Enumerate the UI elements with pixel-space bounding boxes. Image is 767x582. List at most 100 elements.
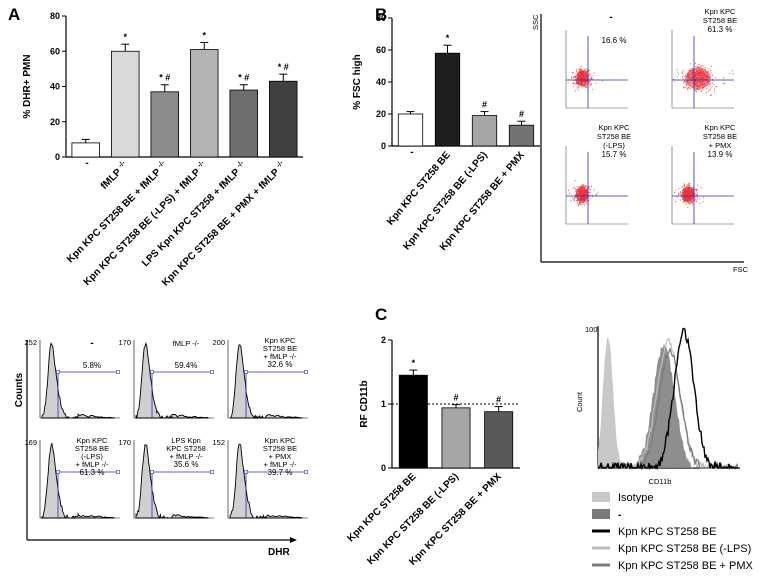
- y-tick-label: 0: [55, 152, 60, 162]
- y-axis-label: % DHR+ PMN: [22, 54, 33, 118]
- hist-percent: 32.6 %: [268, 360, 293, 369]
- legend-label: Kpn KPC ST258 BE: [618, 526, 716, 538]
- ssc-axis-label: SSC: [531, 14, 540, 30]
- y-tick-label: 2: [381, 335, 386, 345]
- hist-label: KPC ST258: [166, 444, 206, 453]
- hist-curve: [135, 443, 209, 520]
- bar: [434, 52, 461, 147]
- control-fill: [598, 343, 738, 468]
- panel-label-c: C: [375, 305, 387, 324]
- bar: [398, 374, 428, 469]
- hist-label: (-LPS): [81, 452, 103, 461]
- y-tick-label: 40: [50, 82, 60, 92]
- bar: [397, 113, 424, 147]
- legend-label: -: [618, 510, 621, 521]
- gate-marker: [244, 370, 248, 374]
- hist-ymax: 170: [118, 338, 131, 347]
- category-label: -: [85, 158, 88, 169]
- gate-marker: [304, 470, 308, 474]
- scatter-label: Kpn KPC: [705, 7, 736, 16]
- y-tick-label: 20: [50, 117, 60, 127]
- significance-label: *: [412, 358, 416, 368]
- hist-ymax: 252: [24, 338, 37, 347]
- gate-marker: [150, 370, 154, 374]
- hist-label: + fMLP -/-: [76, 460, 109, 469]
- significance-label: *: [123, 32, 127, 42]
- bar: [441, 407, 471, 469]
- cd11b-histogram: 100 Count CD11b: [575, 325, 740, 486]
- hist-label: + fMLP -/-: [170, 452, 203, 461]
- scatter-percent: 61.3 %: [708, 25, 733, 34]
- significance-label: #: [496, 395, 501, 405]
- category-label: Kpn KPC ST258 BE: [385, 150, 453, 228]
- category-label: Kpn KPC ST258 BE + PMX: [407, 471, 504, 568]
- scatter-label: ST258 BE: [597, 132, 631, 141]
- bar: [190, 49, 219, 158]
- gate-marker: [210, 370, 214, 374]
- category-label: fMLP -/-: [98, 159, 131, 192]
- scatter-density-core: [575, 186, 589, 203]
- counts-axis-label: Counts: [14, 372, 25, 407]
- scatter-label: -: [609, 12, 612, 23]
- y-tick-label: 1: [381, 399, 386, 409]
- cd11b-ymax-label: 100: [585, 325, 598, 334]
- y-tick-label: 0: [381, 463, 386, 473]
- y-axis-label: RF CD11b: [359, 380, 370, 427]
- dhr-histogram-panel: Counts DHR 252 - 5.8% 170 fMLP -/- 59.4% 200 Kp…: [14, 336, 308, 558]
- legend-label: Kpn KPC ST258 BE (-LPS): [618, 543, 751, 555]
- legend-label: Isotype: [618, 492, 653, 504]
- hist-label: Kpn KPC: [265, 336, 296, 345]
- hist-label: fMLP -/-: [173, 339, 200, 348]
- dhr-histogram: 252 - 5.8%: [24, 338, 120, 419]
- cd11b-count-label: Count: [575, 391, 584, 412]
- kpn-line: [598, 327, 738, 471]
- scatter-label: ST258 BE: [703, 16, 737, 25]
- scatter-label: Kpn KPC: [705, 123, 736, 132]
- hist-label: ST258 BE: [75, 444, 109, 453]
- hist-label: ST258 BE: [263, 344, 297, 353]
- significance-label: #: [519, 109, 524, 119]
- gate-marker: [210, 470, 214, 474]
- hist-curve: [41, 342, 115, 419]
- significance-label: * #: [238, 73, 249, 83]
- bar: [269, 80, 298, 158]
- gate-marker: [150, 470, 154, 474]
- scatter-density-core: [575, 70, 589, 87]
- significance-label: #: [482, 100, 487, 110]
- gate-marker: [116, 470, 120, 474]
- y-tick-label: 0: [381, 141, 386, 151]
- significance-label: *: [446, 33, 450, 43]
- gate-marker: [116, 370, 120, 374]
- hist-curve: [229, 344, 303, 420]
- fsc-axis-label: FSC: [733, 265, 749, 274]
- hist-label: ST258 BE: [263, 444, 297, 453]
- scatter-density-core: [681, 186, 695, 203]
- bar-chart-c: 0 1 2 RF CD11b * Kpn KPC ST258 BE # Kpn KPC ST2…: [345, 335, 520, 568]
- hist-percent: 5.8%: [83, 361, 101, 370]
- cd11b-axis-label: CD11b: [649, 477, 672, 486]
- hist-label: + fMLP -/-: [264, 460, 297, 469]
- hist-label: LPS Kpn: [171, 436, 201, 445]
- hist-ymax: 152: [212, 438, 225, 447]
- bar: [471, 115, 498, 147]
- y-tick-label: 80: [50, 11, 60, 21]
- gate-marker: [56, 370, 60, 374]
- hist-label: -: [90, 338, 93, 349]
- gate-marker: [244, 470, 248, 474]
- cd11b-legend: Isotype - Kpn KPC ST258 BE Kpn KPC ST258 BE…: [592, 492, 753, 572]
- bar: [111, 50, 140, 158]
- hist-ymax: 169: [24, 438, 37, 447]
- bar: [229, 89, 258, 158]
- gate-marker: [56, 470, 60, 474]
- hist-ymax: 200: [212, 338, 225, 347]
- bar: [150, 91, 179, 158]
- panel-label-b: B: [375, 5, 387, 24]
- y-tick-label: 20: [376, 109, 386, 119]
